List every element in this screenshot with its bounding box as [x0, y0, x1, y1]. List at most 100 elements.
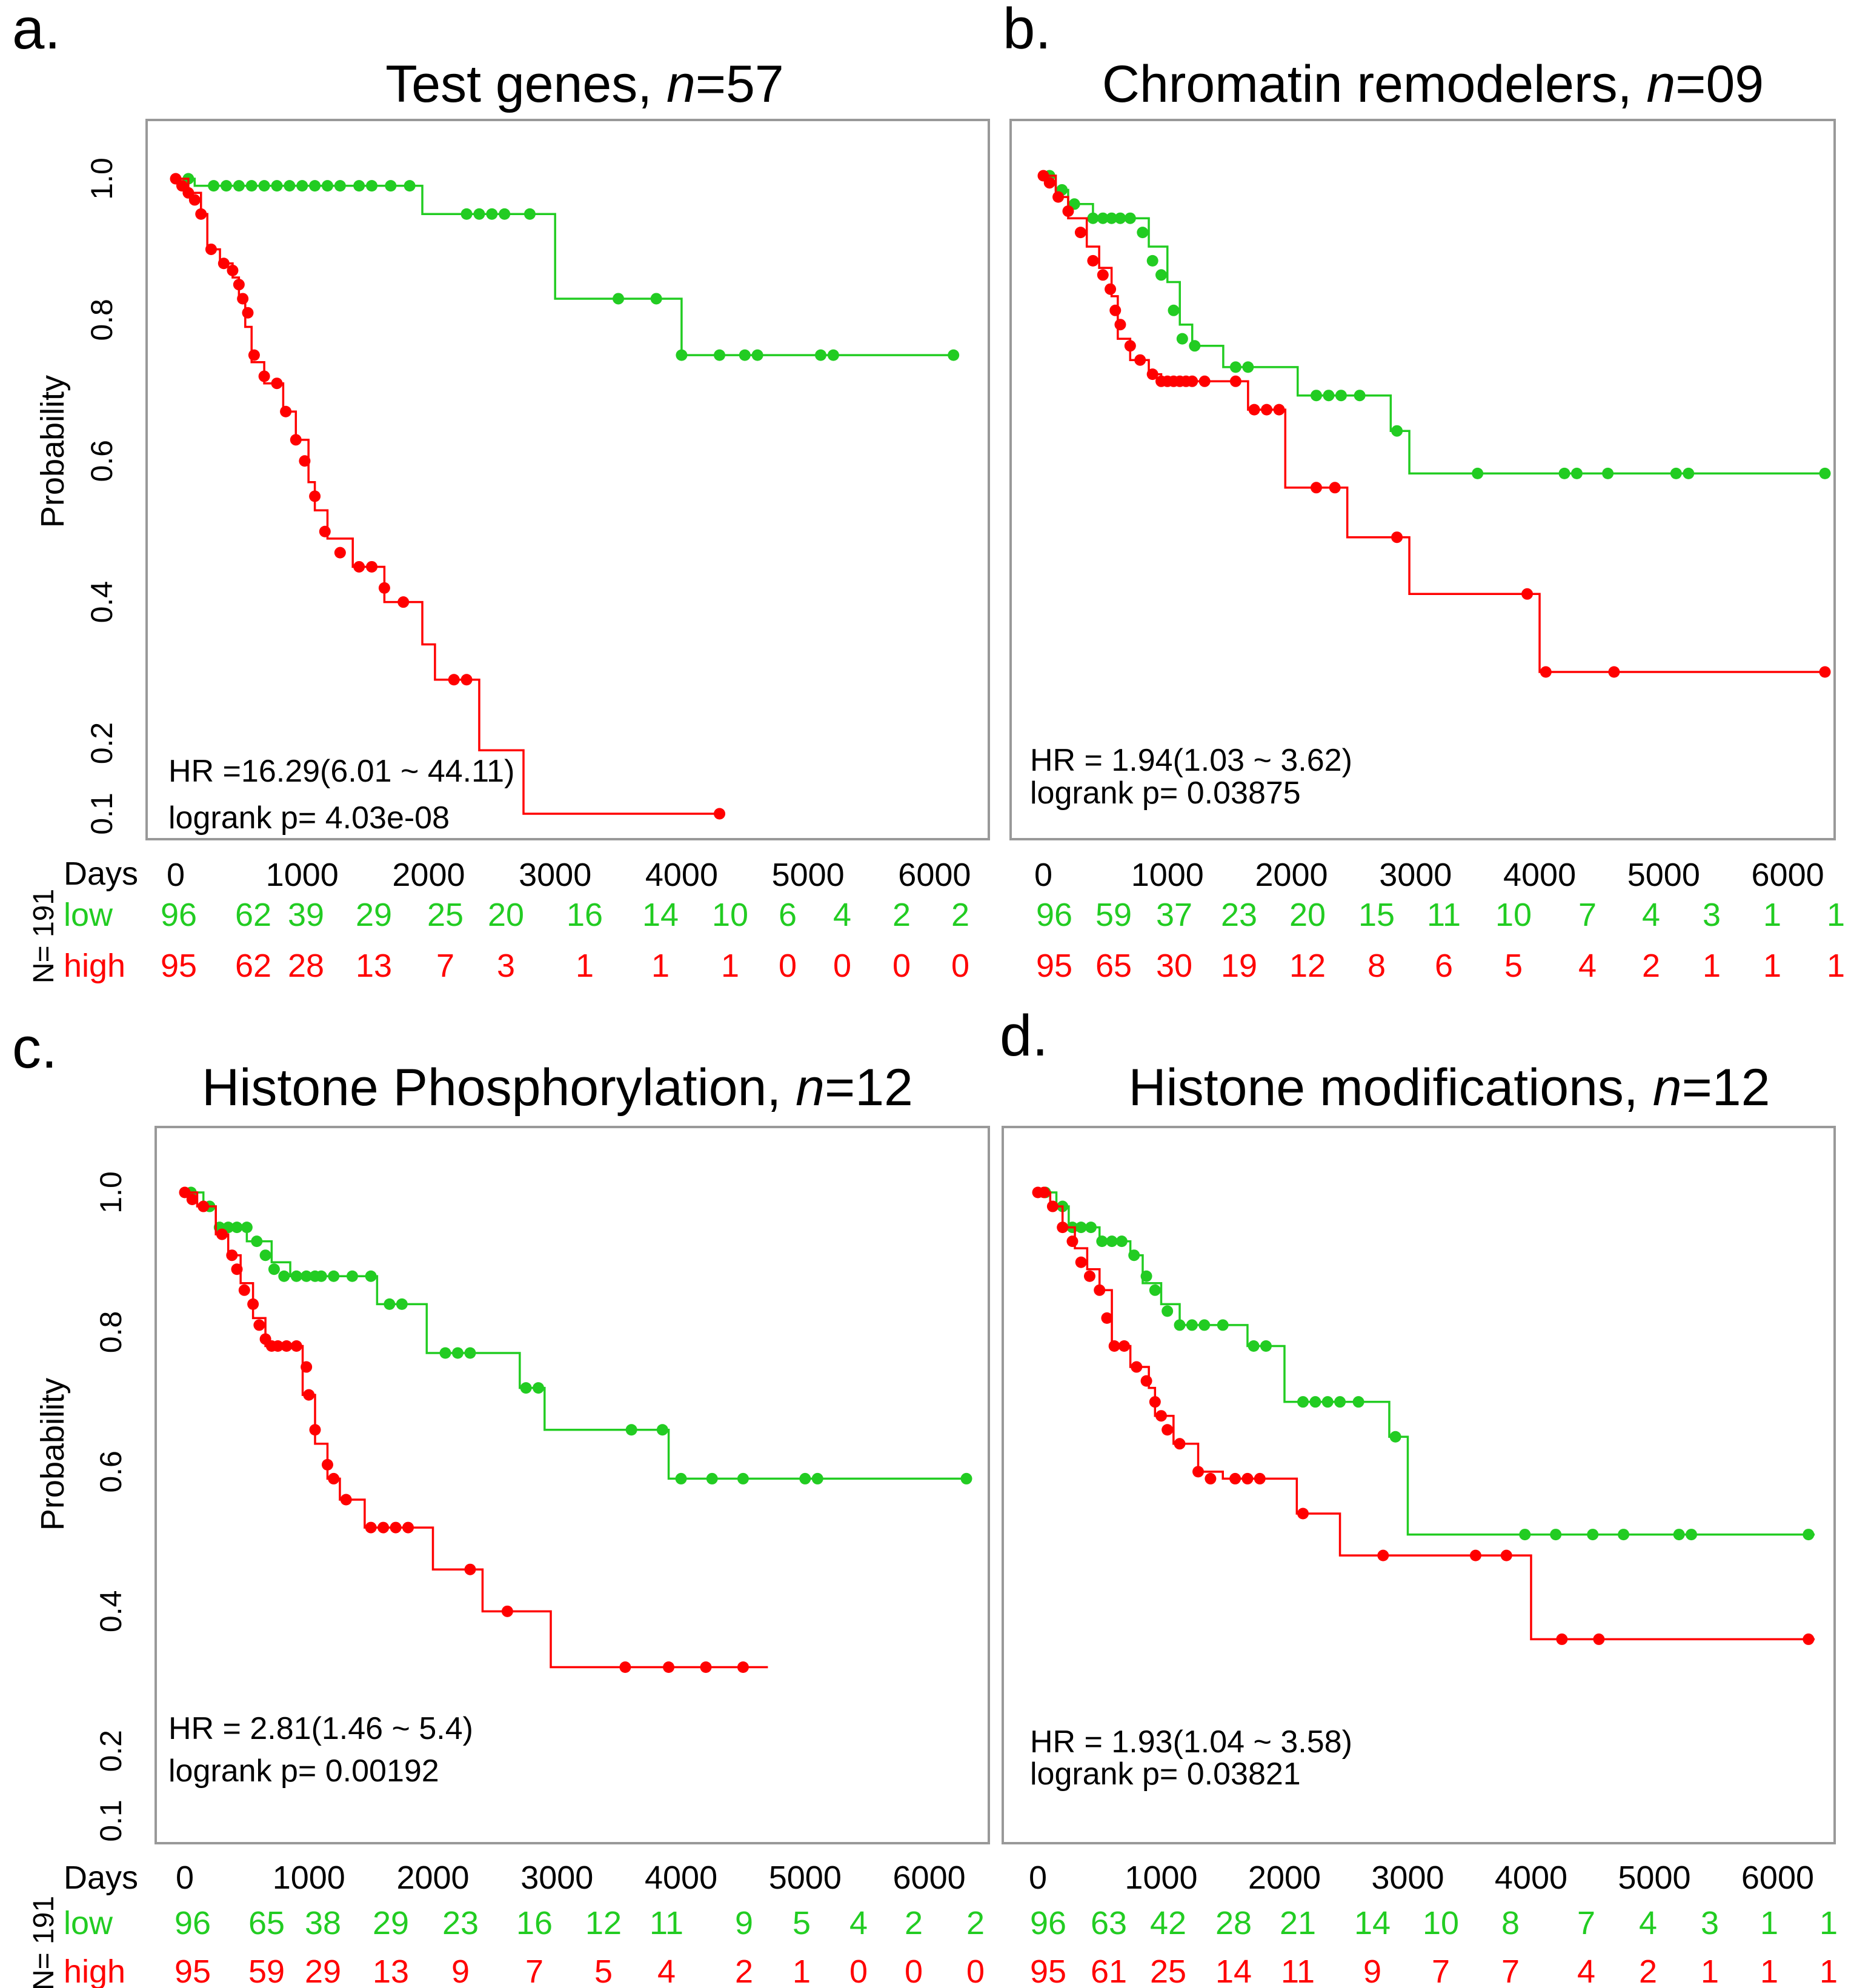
censor-mark [366, 180, 378, 192]
censor-mark [473, 208, 485, 220]
censor-mark [1329, 482, 1341, 494]
at-risk-low-value: 14 [642, 897, 679, 933]
title-main: Histone modifications, [1129, 1059, 1653, 1117]
censor-mark [714, 808, 726, 820]
censor-mark [1114, 319, 1126, 331]
at-risk-high-value: 7 [1501, 1953, 1520, 1988]
days-label: Days [64, 1860, 138, 1896]
at-risk-low-value: 96 [1030, 1905, 1066, 1941]
censor-mark [1108, 1340, 1120, 1352]
km-line-low [1043, 175, 1825, 475]
censor-mark [231, 1263, 243, 1275]
censor-mark [1106, 212, 1118, 224]
censor-mark [460, 674, 473, 686]
low-label: low [64, 1905, 113, 1941]
at-risk-low-value: 2 [892, 897, 911, 933]
censor-mark [303, 1389, 315, 1401]
censor-mark [1198, 375, 1211, 387]
at-risk-high-value: 0 [833, 948, 851, 984]
censor-mark [227, 264, 239, 276]
censor-mark [1803, 1529, 1815, 1541]
censor-mark [321, 1458, 333, 1471]
censor-mark [384, 1298, 396, 1310]
at-risk-low-value: 4 [833, 897, 851, 933]
censor-mark [402, 1521, 414, 1534]
logrank-p-text: logrank p= 0.00192 [168, 1754, 439, 1789]
censor-mark [1819, 467, 1831, 479]
censor-mark [1254, 1472, 1266, 1484]
series-high [179, 1186, 768, 1674]
censor-mark [404, 180, 416, 192]
at-risk-low-value: 9 [735, 1905, 753, 1941]
at-risk-high-value: 95 [161, 948, 197, 984]
censor-mark [247, 1298, 259, 1310]
hr-text: HR = 1.94(1.03 ~ 3.62) [1030, 743, 1352, 778]
at-risk-low-value: 39 [288, 897, 324, 933]
censor-mark [205, 243, 217, 255]
censor-mark [328, 1270, 340, 1282]
censor-mark [1229, 1472, 1241, 1484]
at-risk-low-value: 20 [1289, 897, 1326, 933]
censor-mark [1550, 1529, 1562, 1541]
censor-mark [799, 1472, 811, 1484]
at-risk-high-value: 0 [779, 948, 797, 984]
censor-mark [613, 293, 625, 305]
censor-mark [1094, 1284, 1106, 1296]
censor-mark [1186, 1319, 1198, 1331]
days-label: Days [64, 856, 138, 892]
censor-mark [1683, 467, 1695, 479]
censor-mark [501, 1605, 513, 1617]
censor-mark [296, 180, 308, 192]
series-low [1038, 1186, 1815, 1541]
censor-mark [1186, 375, 1198, 387]
at-risk-high-value: 65 [1095, 948, 1132, 984]
low-label: low [64, 897, 113, 933]
series-high [1032, 1186, 1815, 1645]
censor-mark [1593, 1633, 1605, 1645]
x-tick-label: 6000 [1741, 1860, 1814, 1896]
at-risk-low-value: 6 [779, 897, 797, 933]
censor-mark [1248, 404, 1260, 416]
at-risk-low-value: 63 [1091, 1905, 1127, 1941]
censor-mark [1521, 588, 1534, 600]
censor-mark [1558, 467, 1570, 479]
at-risk-low-value: 11 [650, 1905, 683, 1941]
censor-mark [948, 349, 960, 361]
at-risk-high-value: 29 [305, 1953, 341, 1988]
chart-title: Histone Phosphorylation, n=12 [202, 1059, 913, 1117]
plot-frame [145, 119, 990, 840]
at-risk-low-value: 23 [442, 1905, 479, 1941]
x-tick-label: 3000 [520, 1860, 593, 1896]
censor-mark [1391, 425, 1403, 437]
x-ticks: 0 1000 2000 3000 4000 5000 6000 [1029, 1860, 1814, 1896]
censor-mark [1670, 467, 1682, 479]
at-risk-low-value: 1 [1827, 897, 1845, 933]
at-risk-low-row: 96 59 37 23 20 15 11 10 7 4 3 1 1 [1036, 897, 1845, 933]
censor-mark [1105, 283, 1117, 295]
at-risk-low-value: 29 [373, 1905, 409, 1941]
censor-mark [1161, 1305, 1174, 1317]
censor-mark [378, 582, 390, 594]
at-risk-high-value: 0 [905, 1953, 923, 1988]
at-risk-high-value: 1 [576, 948, 594, 984]
censor-mark [290, 434, 302, 446]
chart-title: Histone modifications, n=12 [1129, 1059, 1770, 1117]
censor-mark [1472, 467, 1484, 479]
censor-mark [226, 1249, 238, 1262]
censor-mark [464, 1563, 476, 1575]
x-tick-label: 4000 [645, 857, 718, 893]
at-risk-high-value: 9 [451, 1953, 470, 1988]
x-tick-label: 6000 [898, 857, 971, 893]
censor-mark [258, 370, 270, 382]
censor-mark [299, 455, 311, 467]
at-risk-high-value: 13 [356, 948, 392, 984]
at-risk-high-value: 0 [849, 1953, 868, 1988]
censor-mark [1146, 254, 1158, 267]
censor-mark [439, 1347, 451, 1359]
at-risk-high-row: 95 62 28 13 7 3 1 1 1 0 0 0 0 [161, 948, 969, 984]
censor-mark [1673, 1529, 1685, 1541]
censor-mark [1540, 666, 1552, 678]
censor-mark [1155, 269, 1168, 281]
censor-mark [242, 307, 254, 319]
